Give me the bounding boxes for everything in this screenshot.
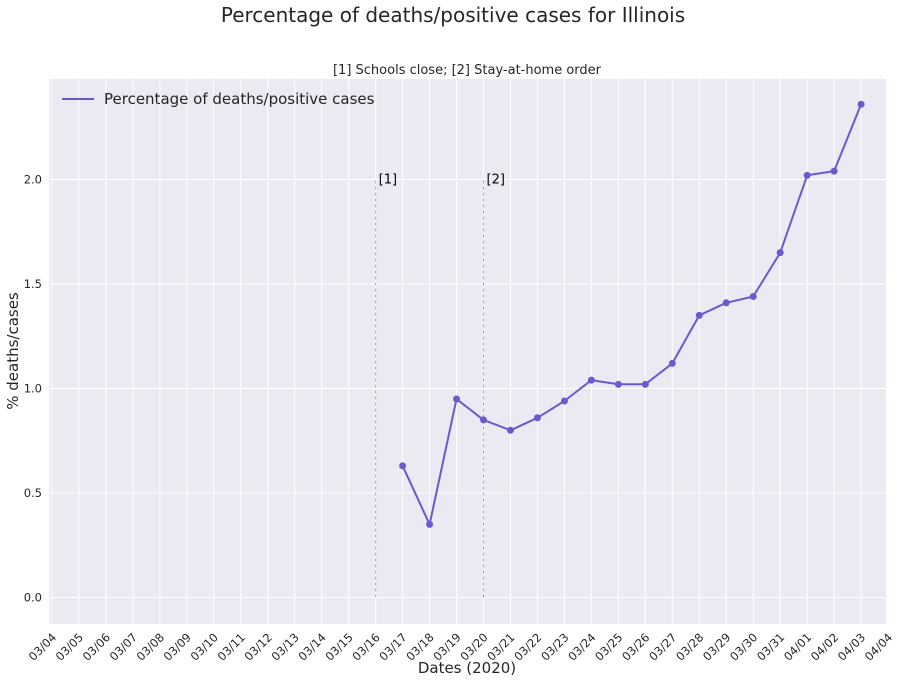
data-point: [830, 167, 838, 175]
x-tick-label: 03/07: [107, 630, 140, 663]
y-tick-label: 0.5: [24, 486, 42, 500]
data-point: [533, 414, 541, 422]
data-point: [480, 416, 488, 424]
x-tick-label: 03/08: [134, 630, 167, 663]
data-point: [506, 426, 514, 434]
annotation-label: [1]: [379, 173, 397, 188]
x-tick-label: 03/12: [242, 630, 275, 663]
y-axis-label: % deaths/cases: [4, 292, 22, 410]
x-tick-label: 03/11: [215, 630, 248, 663]
plot-area: [49, 79, 886, 624]
data-point: [857, 100, 865, 108]
y-tick-label: 0.0: [24, 591, 42, 605]
annotation-label: [2]: [487, 173, 505, 188]
x-tick-label: 03/30: [727, 630, 760, 663]
y-tick-label: 1.5: [24, 277, 42, 291]
x-tick-label: 04/04: [862, 630, 895, 663]
data-point: [614, 380, 622, 388]
x-tick-label: 04/02: [808, 630, 841, 663]
data-point: [695, 311, 703, 319]
y-tick-label: 2.0: [24, 173, 42, 187]
x-tick-label: 03/23: [538, 630, 571, 663]
x-tick-label: 03/16: [349, 630, 382, 663]
x-tick-label: 03/17: [376, 630, 409, 663]
series-layer: [399, 100, 865, 528]
chart-subtitle: [1] Schools close; [2] Stay-at-home orde…: [333, 63, 602, 78]
x-tick-label: 03/26: [619, 630, 652, 663]
x-tick-label: 03/14: [295, 630, 328, 663]
x-tick-label: 03/04: [26, 630, 59, 663]
x-tick-label: 03/15: [322, 630, 355, 663]
data-point: [641, 380, 649, 388]
x-tick-label: 03/31: [754, 630, 787, 663]
data-point: [668, 359, 676, 367]
data-point: [587, 376, 595, 384]
data-point: [803, 171, 811, 179]
x-tick-label: 03/09: [161, 630, 194, 663]
x-tick-label: 03/29: [700, 630, 733, 663]
x-tick-label: 03/13: [269, 630, 302, 663]
x-tick-label: 03/22: [511, 630, 544, 663]
x-tick-label: 03/28: [673, 630, 706, 663]
x-tick-label: 04/03: [835, 630, 868, 663]
x-tick-label: 03/24: [565, 630, 598, 663]
data-point: [399, 462, 407, 470]
legend: Percentage of deaths/positive cases: [62, 90, 375, 108]
x-axis-label: Dates (2020): [418, 659, 516, 677]
y-tick-label: 1.0: [24, 382, 42, 396]
data-point: [453, 395, 461, 403]
x-tick-label: 03/05: [53, 630, 86, 663]
x-tick-label: 04/01: [781, 630, 814, 663]
x-tick-label: 03/10: [188, 630, 221, 663]
x-tick-label: 03/27: [646, 630, 679, 663]
data-point: [776, 249, 784, 257]
data-point: [426, 520, 434, 528]
series-line: [401, 103, 863, 526]
annotations: [1] [2]: [375, 173, 505, 598]
chart-title: Percentage of deaths/positive cases for …: [221, 3, 685, 27]
x-tick-label: 03/06: [80, 630, 113, 663]
x-tick-label: 03/25: [592, 630, 625, 663]
legend-label: Percentage of deaths/positive cases: [104, 90, 375, 108]
data-point: [560, 397, 568, 405]
data-point: [749, 293, 757, 301]
data-point: [722, 299, 730, 307]
